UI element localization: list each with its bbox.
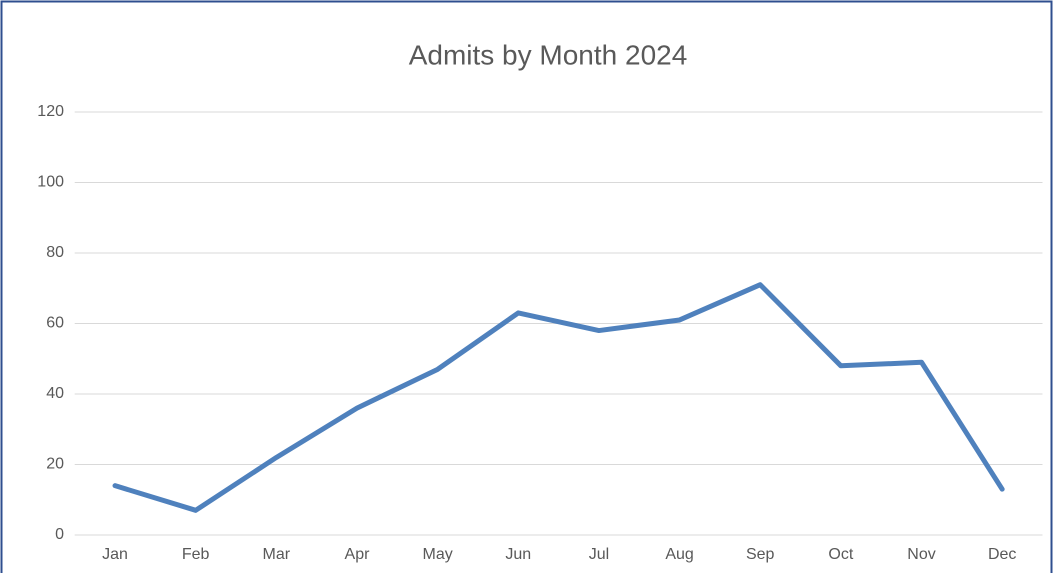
x-tick-label: Jul [589, 546, 609, 563]
x-tick-label: Dec [988, 546, 1016, 563]
y-tick-label: 80 [46, 244, 64, 261]
y-tick-label: 40 [46, 385, 64, 402]
data-line [112, 282, 1005, 513]
chart-title: Admits by Month 2024 [409, 39, 688, 70]
y-tick-label: 0 [55, 526, 64, 543]
x-tick-label: Aug [665, 546, 693, 563]
y-tick-label: 120 [37, 103, 64, 120]
x-tick-label: Apr [345, 546, 371, 563]
y-tick-label: 100 [37, 174, 64, 191]
x-tick-label: Jun [505, 546, 531, 563]
x-tick-label: Oct [828, 546, 853, 563]
x-tick-label: Mar [263, 546, 291, 563]
x-tick-label: May [423, 546, 453, 563]
x-tick-label: Feb [182, 546, 210, 563]
x-tick-label: Nov [907, 546, 935, 563]
x-tick-label: Sep [746, 546, 775, 563]
y-tick-label: 20 [46, 456, 64, 473]
y-tick-label: 60 [46, 315, 64, 332]
x-tick-label: Jan [102, 546, 128, 563]
